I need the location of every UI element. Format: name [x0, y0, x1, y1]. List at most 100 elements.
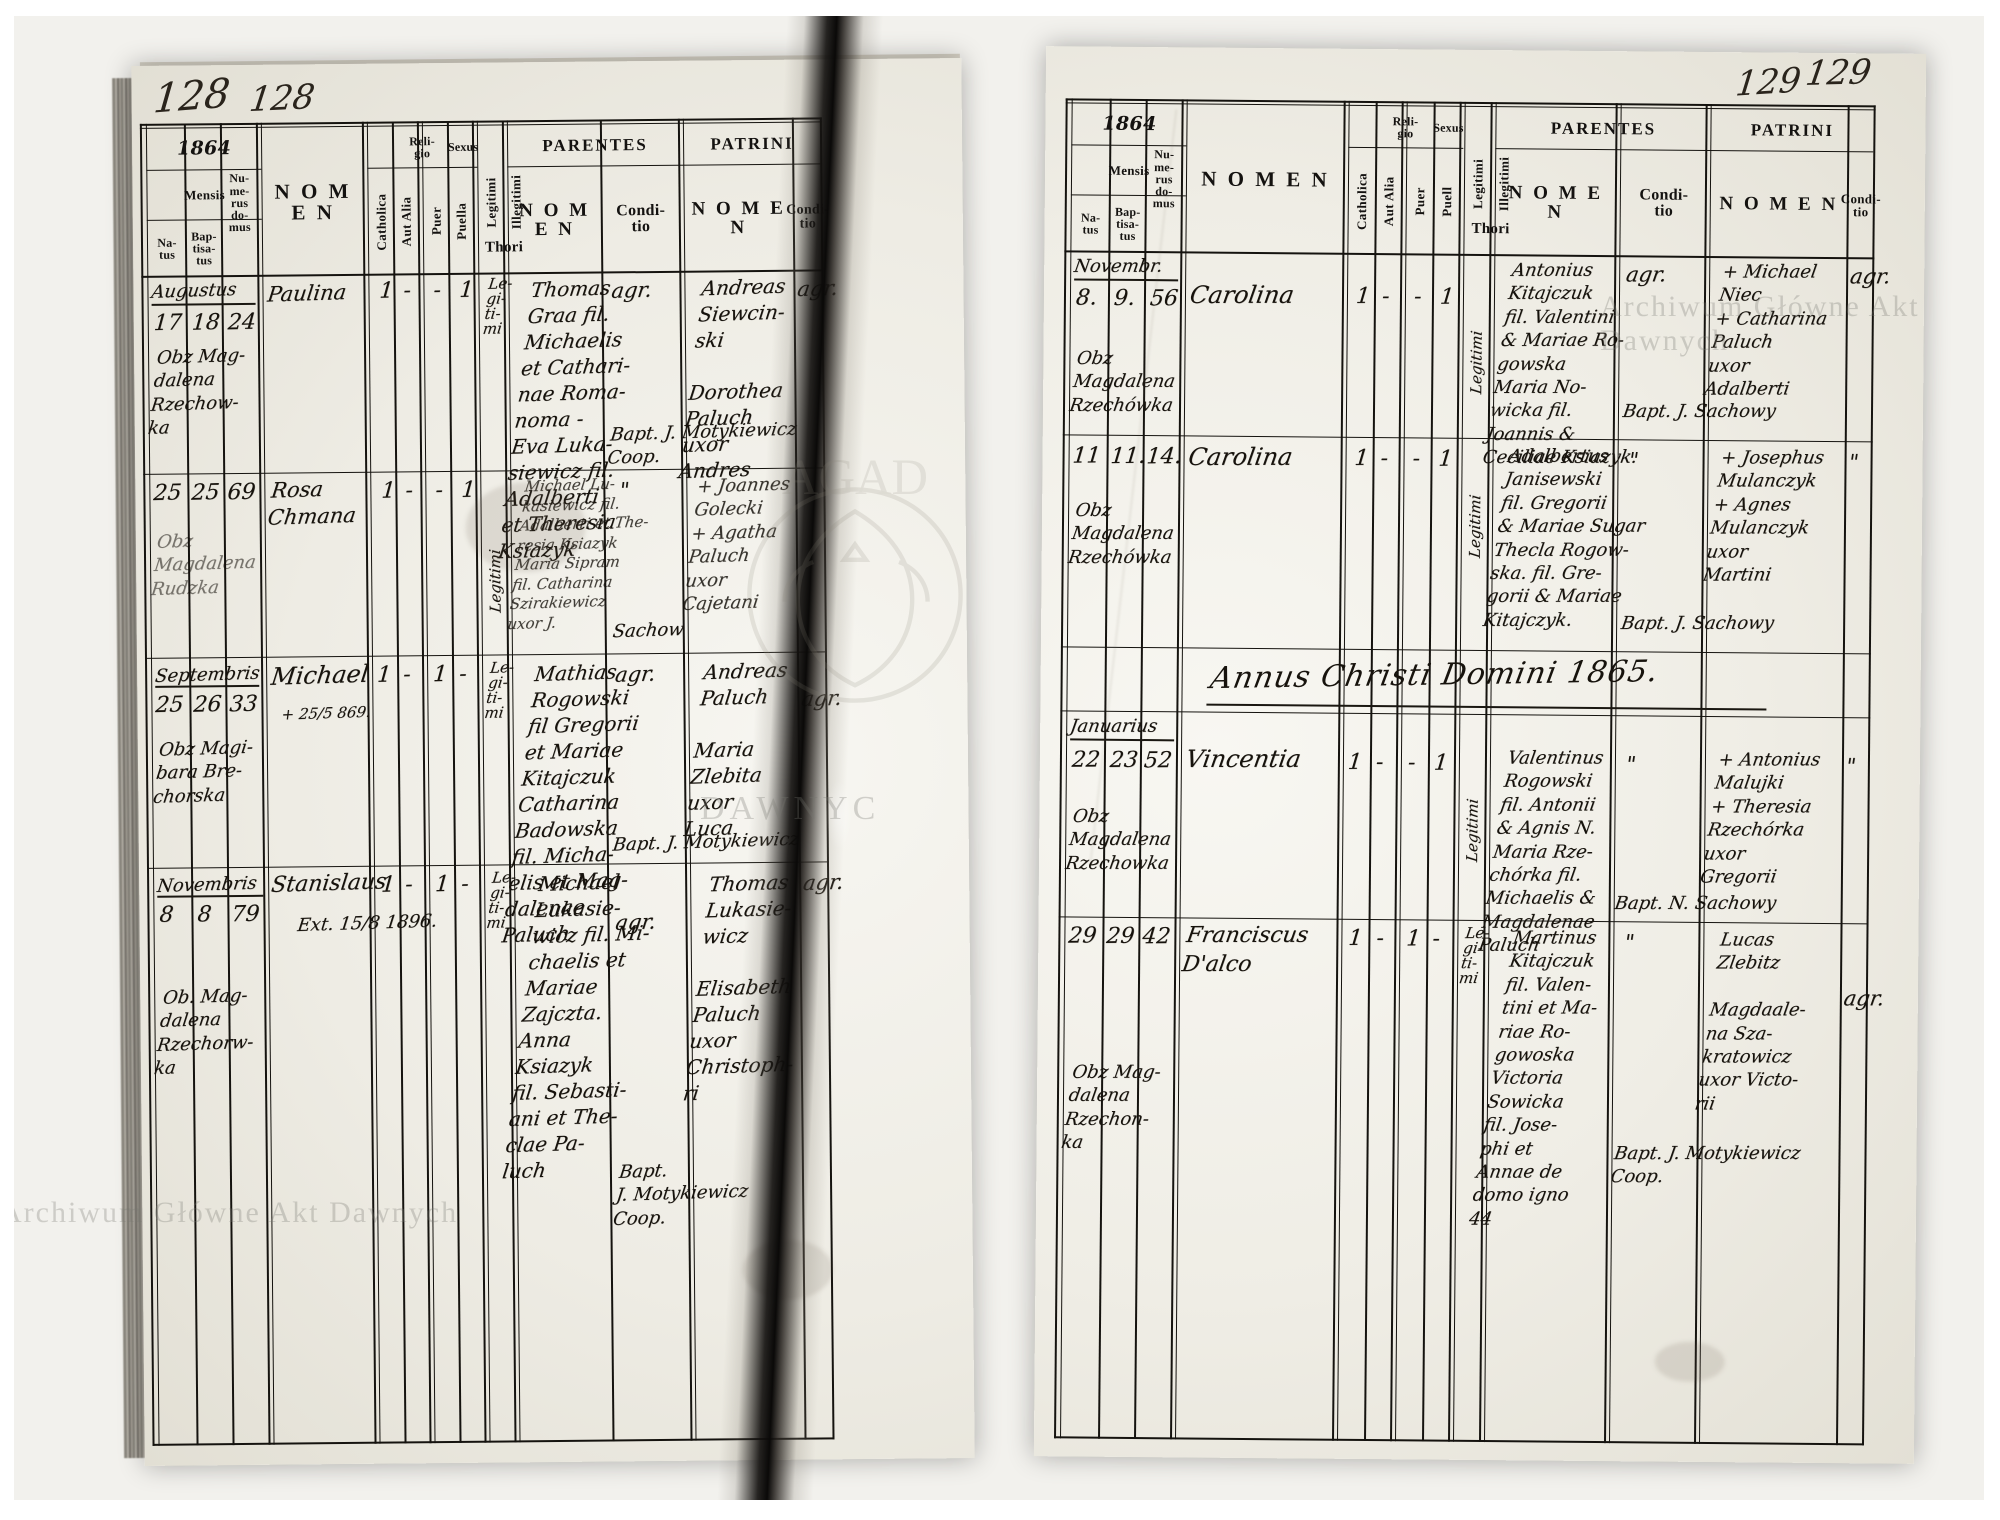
cell-aut-alia: -	[1375, 926, 1386, 952]
cell-numerus-domus: 42	[1141, 924, 1172, 950]
cell-parentes-conditio: agr.	[614, 909, 658, 935]
header-natus-right: Na- tus	[1080, 210, 1101, 237]
header-puer-left: Puer	[428, 206, 444, 236]
cell-natus: 25	[154, 692, 185, 719]
cell-natus: 17	[152, 310, 183, 337]
cell-catholica: 1	[380, 478, 397, 504]
cell-aut-alia: -	[402, 662, 412, 688]
cell-mother: Obz Magdalena Rzechówka	[1067, 347, 1177, 416]
cell-patrini-conditio: "	[1846, 450, 1861, 475]
cell-numerus-domus: 24	[226, 309, 257, 336]
header-parentes-conditio-left: Condi- tio	[616, 201, 666, 236]
left-page-number-handwritten: 128	[247, 76, 318, 121]
cell-nomen: Franciscus D'alco	[1180, 922, 1311, 977]
cell-numerus-domus: 33	[228, 691, 259, 718]
left-page-number-printed: 128	[151, 70, 233, 123]
cell-thori: Legitimi	[1465, 493, 1485, 559]
cell-puer: -	[1411, 446, 1422, 472]
cell-baptizans: Bapt. J. Sachowy	[1619, 612, 1776, 635]
cell-mother: Obz Magi- bara Bre- chorska	[151, 736, 255, 808]
cell-patrini-nomen: Lucas Zlebitz Magdaale- na Sza- kratowic…	[1693, 929, 1808, 1115]
cell-natus: 22	[1070, 747, 1102, 773]
cell-baptisatus: 25	[190, 479, 221, 506]
header-numerus-domus-left: Nu- me- rus do- mus	[228, 171, 251, 235]
header-numerus-domus-right: Nu- me- rus do- mus	[1152, 147, 1175, 211]
cell-nomen: Michael	[269, 659, 371, 691]
cell-puer: -	[1406, 750, 1417, 776]
cell-catholica: 1	[376, 662, 393, 688]
cell-nomen: Rosa Chmana	[266, 476, 358, 531]
cell-numerus-domus: 14.	[1145, 444, 1183, 470]
header-natus-left: Na- tus	[157, 235, 177, 262]
cell-puella: 1	[1437, 446, 1454, 472]
right-page-number-printed: 129	[1733, 60, 1804, 105]
cell-puella: 1	[1438, 284, 1456, 310]
header-parentes-nomen-right: N O M E N	[1508, 181, 1604, 223]
year-divider-annus: Annus Christi Domini 1865.	[1207, 654, 1662, 697]
cell-baptisatus: 26	[192, 691, 223, 718]
cell-baptizans: Bapt. J. Motykiewicz Coop.	[1608, 1142, 1803, 1188]
cell-puer: 1	[432, 661, 449, 688]
cell-puer: -	[432, 277, 442, 304]
header-patrini-conditio-right: Condi- tio	[1840, 190, 1881, 220]
cell-natus: 8.	[1074, 285, 1099, 311]
header-nomen-left: N O M E N	[274, 178, 352, 225]
cell-nomen: Vincentia	[1183, 744, 1304, 774]
header-parentes-nomen-left: N O M E N	[519, 199, 591, 241]
right-page: 129 129	[1033, 46, 1927, 1464]
cell-natus: 8	[158, 902, 175, 928]
cell-puella: -	[460, 871, 470, 897]
cell-nomen: Stanislaus	[269, 869, 388, 899]
cell-aut-alia: -	[402, 278, 412, 304]
cell-mother: Obz Magdalena Rzechowka	[1063, 805, 1173, 874]
cell-puella: 1	[460, 477, 477, 504]
cell-baptisatus: 11.	[1109, 443, 1147, 470]
cell-nomen-note: + 25/5 869.	[280, 702, 372, 724]
cell-baptizans: Bapt. J. Sachowy	[1621, 400, 1778, 423]
cell-catholica: 1	[380, 872, 397, 898]
cell-puer: -	[434, 477, 444, 504]
header-puer-right: Puer	[1412, 187, 1428, 216]
cell-numerus-domus: 52	[1142, 748, 1174, 774]
cell-baptizans: Bapt. N. Sachowy	[1613, 892, 1778, 915]
header-catholica-left: Catholica	[373, 193, 389, 251]
header-baptisatus-right: Bap- tisa- tus	[1114, 204, 1141, 244]
right-page-number-handwritten: 129	[1802, 52, 1874, 95]
cell-aut-alia: -	[1379, 446, 1390, 472]
cell-nomen: Carolina	[1187, 280, 1297, 309]
cell-parentes-conditio: "	[1622, 930, 1637, 955]
cell-aut-alia: -	[404, 478, 414, 504]
cell-parentes-conditio: agr.	[613, 661, 658, 687]
cell-baptisatus: 29	[1105, 923, 1136, 950]
cell-catholica: 1	[1346, 749, 1364, 775]
cell-patrini-conditio: agr.	[1842, 986, 1887, 1011]
cell-patrini-conditio: "	[1844, 754, 1858, 779]
cell-mother: Obz Mag- dalena Rzechon- ka	[1059, 1061, 1163, 1154]
header-aut-alia-right: Aut Alia	[1380, 176, 1397, 227]
cell-parentes-conditio: "	[1624, 752, 1638, 777]
cell-patrini-nomen: + Josephus Mulanczyk + Agnes Mulanczyk u…	[1701, 447, 1826, 586]
cell-catholica: 1	[378, 278, 395, 304]
cell-numerus-domus: 69	[226, 479, 257, 506]
cell-natus: 11	[1071, 443, 1102, 469]
cell-puella: 1	[1432, 750, 1450, 776]
cell-thori: Legitimi	[1463, 797, 1482, 863]
cell-baptisatus: 9.	[1112, 285, 1137, 311]
cell-nomen: Carolina	[1186, 442, 1295, 471]
cell-aut-alia: -	[404, 872, 414, 898]
cell-nomen: Paulina	[266, 280, 348, 307]
header-parentes-conditio-right: Condi- tio	[1639, 186, 1689, 220]
cell-aut-alia: -	[1374, 750, 1385, 776]
cell-puella: -	[1431, 926, 1442, 952]
cell-patrini-nomen: + Michael Niec + Catharina Paluch uxor A…	[1702, 261, 1829, 400]
cell-catholica: 1	[1347, 925, 1364, 951]
cell-mensis: Januarius	[1068, 715, 1159, 737]
header-parentes-right: PARENTES	[1550, 118, 1657, 139]
cell-parentes-conditio: agr.	[1624, 262, 1669, 287]
cell-mensis: Augustus	[150, 279, 238, 303]
cell-natus: 29	[1067, 923, 1098, 949]
cell-thori: Le- gi- ti- mi	[483, 657, 516, 723]
header-puella-right: Puell	[1439, 186, 1455, 217]
cell-catholica: 1	[1353, 445, 1370, 472]
